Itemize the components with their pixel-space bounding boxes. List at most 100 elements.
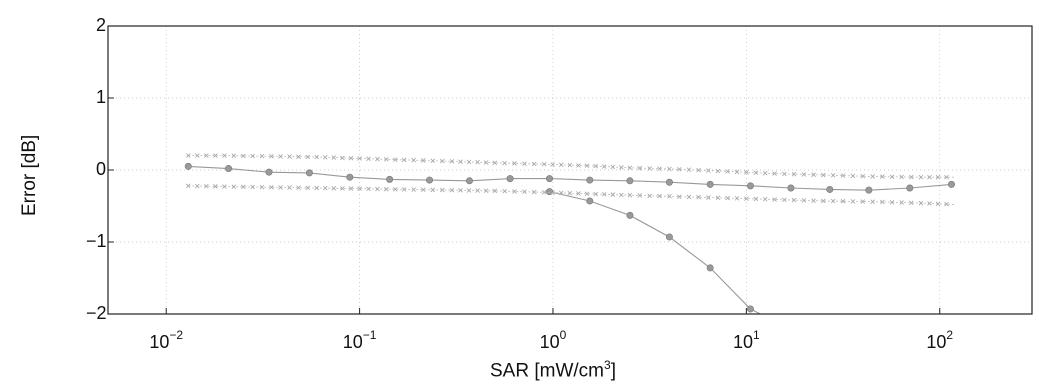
data-point-x [420, 158, 426, 163]
data-point-x [420, 187, 426, 193]
data-point-x [576, 191, 581, 196]
data-point-x [927, 174, 932, 180]
data-point-x [331, 155, 337, 160]
data-point-x [820, 172, 826, 178]
data-point-x [686, 194, 692, 200]
plot-series [184, 153, 956, 315]
data-point-x [715, 195, 721, 201]
data-point-x [185, 183, 191, 189]
series-line [188, 155, 955, 178]
data-point-x [430, 187, 436, 193]
data-point-x [250, 184, 255, 190]
x-tick-exponent: 2 [946, 328, 954, 342]
data-point [665, 178, 673, 186]
data-point-x [667, 194, 672, 199]
data-point [225, 165, 233, 173]
data-point-x [483, 160, 489, 165]
data-point-x [935, 201, 941, 207]
data-point-x [222, 153, 227, 158]
data-point-x [601, 164, 607, 169]
series-4 [185, 183, 956, 207]
data-point [746, 182, 754, 190]
data-point-x [734, 169, 740, 175]
data-point-x [375, 156, 380, 162]
data-point-x [331, 185, 337, 191]
data-point-x [610, 164, 616, 170]
data-point-x [637, 165, 643, 171]
data-point-x [647, 193, 652, 199]
data-point-x [357, 156, 362, 161]
data-point-x [483, 188, 489, 194]
series-line [188, 165, 952, 191]
data-point-x [772, 197, 777, 202]
data-point-x [610, 192, 616, 197]
data-point-x [601, 192, 607, 197]
data-point-x [512, 189, 517, 194]
data-point-x [840, 173, 846, 178]
data-point-x [314, 185, 320, 191]
data-point-x [278, 154, 283, 159]
data-point-x [909, 200, 914, 206]
data-point-x [584, 191, 590, 197]
series-line [188, 185, 956, 205]
x-tick-base: 10 [342, 332, 363, 352]
data-point-x [305, 154, 310, 160]
data-point-x [801, 172, 807, 177]
data-point [265, 168, 273, 176]
data-point-x [657, 166, 662, 172]
data-point-x [558, 190, 564, 196]
data-point-x [430, 158, 436, 164]
data-point-x [269, 154, 274, 159]
data-point-x [593, 163, 598, 169]
data-point-x [782, 171, 787, 177]
data-point-x [340, 155, 345, 161]
data-point-x [287, 185, 292, 190]
data-point-x [820, 198, 826, 204]
x-tick-exponent: 0 [559, 328, 567, 342]
data-point-x [627, 192, 633, 198]
data-point-x [801, 198, 807, 203]
data-point-x [762, 196, 768, 202]
data-point-x [782, 197, 787, 203]
data-point-x [240, 153, 246, 159]
data-point-x [619, 192, 624, 198]
data-point-x [502, 188, 507, 194]
data-point-x [753, 196, 759, 202]
data-point-x [449, 159, 455, 164]
data-point-x [475, 159, 480, 165]
data-point-x [667, 166, 672, 172]
data-point-x [466, 188, 472, 193]
data-point-x [676, 194, 682, 199]
data-point-x [522, 189, 527, 195]
data-point-x [811, 198, 816, 203]
x-tick-base: 10 [149, 332, 170, 352]
data-point-x [296, 185, 301, 191]
data-point-x [705, 195, 711, 200]
data-point-x [541, 161, 547, 167]
data-point-x [384, 157, 389, 162]
data-point [626, 211, 634, 219]
data-point-x [705, 168, 711, 173]
data-point-x [366, 186, 371, 192]
data-point-x [593, 191, 598, 197]
data-point-x [850, 199, 856, 204]
data-point-x [541, 190, 547, 195]
data-point [184, 162, 192, 170]
data-point-x [870, 199, 875, 204]
data-point-x [204, 153, 209, 158]
data-point-x [791, 197, 797, 203]
data-point-x [830, 198, 836, 204]
data-point-x [250, 153, 255, 159]
data-point-x [502, 160, 507, 166]
data-point-x [899, 200, 904, 205]
data-point-x [696, 167, 701, 173]
data-point-x [647, 166, 652, 171]
data-point-x [185, 153, 191, 158]
x-tick-label: 101 [733, 328, 760, 353]
data-point-x [366, 156, 371, 162]
data-point [626, 177, 634, 185]
data-point-x [384, 186, 389, 192]
data-point-x [411, 157, 417, 163]
data-point-x [392, 157, 398, 162]
data-point-x [458, 159, 463, 164]
